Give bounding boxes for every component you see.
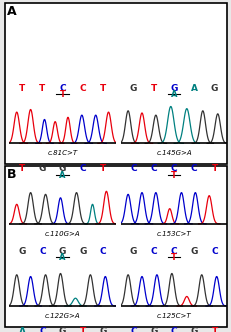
Text: C: C bbox=[210, 247, 217, 256]
Text: A: A bbox=[7, 5, 16, 18]
Text: C: C bbox=[130, 164, 136, 173]
Text: C: C bbox=[130, 327, 136, 332]
Text: T: T bbox=[39, 84, 45, 93]
Text: G: G bbox=[190, 327, 197, 332]
Text: C: C bbox=[190, 164, 197, 173]
Text: c.125C>T: c.125C>T bbox=[156, 313, 191, 319]
Text: G: G bbox=[149, 327, 157, 332]
Text: C: C bbox=[39, 247, 46, 256]
Text: C: C bbox=[39, 327, 46, 332]
Text: A: A bbox=[59, 171, 66, 180]
Text: T: T bbox=[170, 171, 176, 180]
Text: T: T bbox=[210, 164, 217, 173]
Text: G: G bbox=[79, 247, 86, 256]
Text: A: A bbox=[190, 84, 197, 93]
Text: T: T bbox=[19, 84, 25, 93]
Text: T: T bbox=[210, 327, 217, 332]
Text: G: G bbox=[18, 247, 26, 256]
Text: c.122G>A: c.122G>A bbox=[45, 313, 80, 319]
Text: G: G bbox=[59, 247, 66, 256]
Text: C: C bbox=[170, 247, 176, 256]
Text: C: C bbox=[170, 164, 176, 173]
Text: G: G bbox=[190, 247, 197, 256]
Text: G: G bbox=[210, 84, 217, 93]
Text: C: C bbox=[170, 327, 176, 332]
Text: c.145G>A: c.145G>A bbox=[155, 150, 191, 156]
Text: c.81C>T: c.81C>T bbox=[47, 150, 77, 156]
Text: T: T bbox=[59, 90, 65, 99]
Text: c.110G>A: c.110G>A bbox=[45, 231, 80, 237]
Text: C: C bbox=[150, 164, 156, 173]
Text: A: A bbox=[170, 90, 176, 99]
Text: G: G bbox=[129, 247, 137, 256]
Text: G: G bbox=[59, 327, 66, 332]
Text: A: A bbox=[59, 253, 66, 262]
Text: A: A bbox=[18, 327, 25, 332]
Text: G: G bbox=[59, 164, 66, 173]
Text: C: C bbox=[59, 84, 66, 93]
Text: G: G bbox=[39, 164, 46, 173]
Text: B: B bbox=[7, 168, 16, 181]
Text: G: G bbox=[170, 84, 177, 93]
Text: C: C bbox=[79, 164, 86, 173]
Text: C: C bbox=[79, 84, 86, 93]
Text: T: T bbox=[150, 84, 156, 93]
Text: G: G bbox=[99, 327, 106, 332]
Text: T: T bbox=[19, 164, 25, 173]
Text: C: C bbox=[150, 247, 156, 256]
Text: T: T bbox=[100, 164, 106, 173]
Text: C: C bbox=[100, 247, 106, 256]
Text: c.153C>T: c.153C>T bbox=[156, 231, 191, 237]
Text: G: G bbox=[129, 84, 137, 93]
Text: T: T bbox=[79, 327, 86, 332]
Text: T: T bbox=[170, 253, 176, 262]
Text: T: T bbox=[100, 84, 106, 93]
